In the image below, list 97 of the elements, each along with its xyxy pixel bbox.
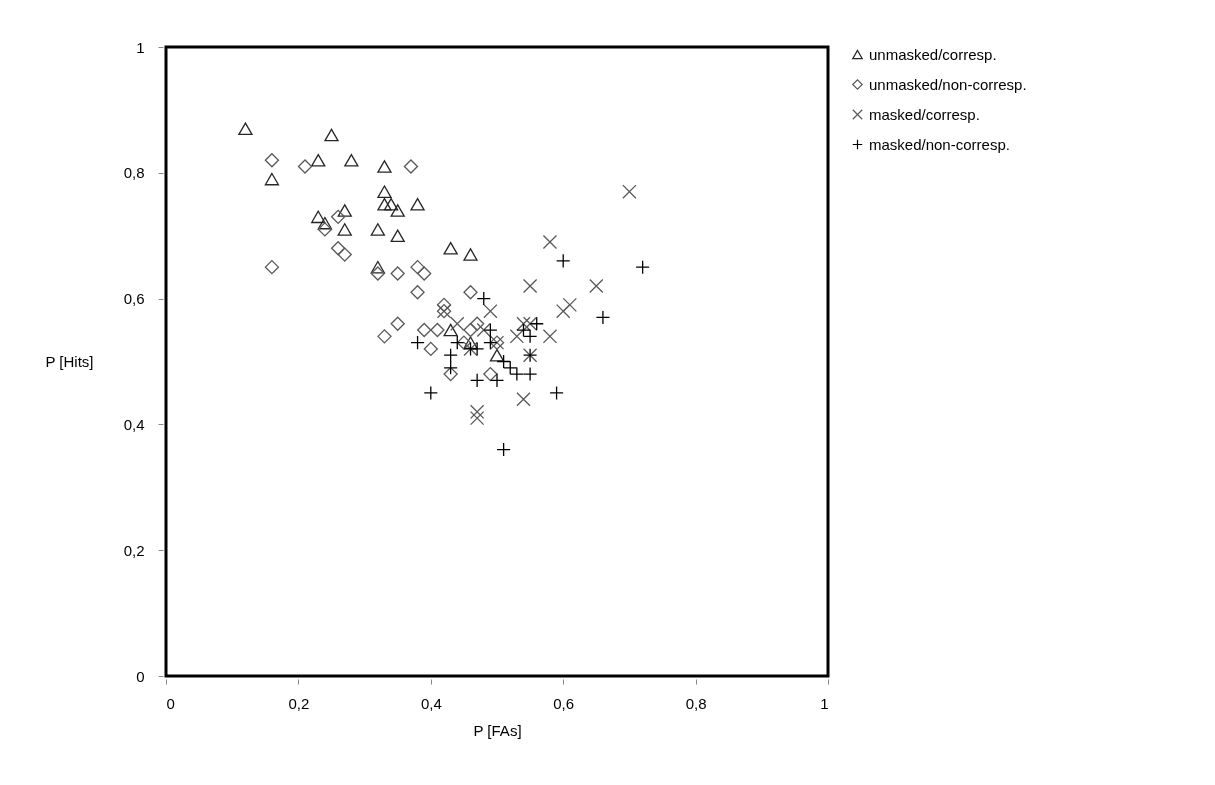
point xyxy=(337,247,352,262)
point xyxy=(417,322,432,338)
point xyxy=(377,197,392,211)
y-tick-label: 1 xyxy=(136,38,145,56)
x-tick-label: 0,2 xyxy=(288,694,310,712)
point xyxy=(370,223,386,236)
point xyxy=(489,373,505,388)
x-tick-label: 0 xyxy=(166,694,175,712)
point xyxy=(330,209,346,224)
legend-label: unmasked/non-corresp. xyxy=(869,75,1027,93)
x-tick-label: 0,4 xyxy=(420,694,442,712)
point xyxy=(377,160,392,173)
point xyxy=(403,159,419,174)
y-tick-label: 0,6 xyxy=(123,290,145,308)
point xyxy=(317,222,333,237)
x-tick-label: 0,8 xyxy=(685,694,707,712)
point xyxy=(529,316,544,331)
point xyxy=(476,322,491,338)
point xyxy=(443,348,458,363)
point xyxy=(522,316,538,331)
point xyxy=(264,153,280,168)
point xyxy=(264,259,280,275)
y-tick-label: 0,8 xyxy=(123,164,145,182)
point xyxy=(377,329,392,344)
point xyxy=(476,291,491,306)
point xyxy=(556,304,571,319)
point xyxy=(377,185,392,198)
point xyxy=(324,128,339,142)
point xyxy=(423,341,438,357)
point xyxy=(410,285,425,300)
x-tick-label: 0,6 xyxy=(553,694,575,712)
point xyxy=(390,204,405,217)
point xyxy=(463,285,478,300)
point xyxy=(430,322,445,338)
y-tick-label: 0 xyxy=(136,667,145,685)
point xyxy=(542,329,558,344)
point xyxy=(622,184,637,199)
y-axis-title: P [Hits] xyxy=(45,352,94,370)
point xyxy=(443,241,458,255)
x-tick-label: 1 xyxy=(820,694,829,712)
point xyxy=(469,410,485,426)
point xyxy=(443,366,458,382)
point xyxy=(516,316,531,331)
point xyxy=(556,253,571,269)
point xyxy=(496,442,511,457)
point xyxy=(450,335,465,350)
legend-label: masked/non-corresp. xyxy=(869,135,1010,153)
point xyxy=(489,348,505,362)
point xyxy=(344,153,359,167)
point xyxy=(469,373,485,388)
point xyxy=(443,360,458,375)
y-tick-label: 0,2 xyxy=(123,541,145,559)
point xyxy=(317,216,333,230)
x-axis-title: P [FAs] xyxy=(473,721,522,739)
point xyxy=(549,385,564,401)
point xyxy=(469,404,485,419)
point xyxy=(635,259,650,275)
point xyxy=(410,259,425,275)
point xyxy=(311,210,326,224)
point xyxy=(522,366,538,382)
point xyxy=(238,122,253,136)
point xyxy=(390,266,405,281)
point xyxy=(443,323,458,337)
point xyxy=(463,322,478,338)
point xyxy=(522,278,538,294)
point xyxy=(390,229,405,242)
point xyxy=(410,197,425,211)
point xyxy=(383,197,399,211)
point xyxy=(456,335,472,350)
point xyxy=(469,316,485,331)
point xyxy=(463,248,478,261)
point xyxy=(589,278,604,294)
point xyxy=(483,322,498,338)
point xyxy=(509,329,525,344)
point xyxy=(370,260,386,274)
point xyxy=(410,335,425,350)
point xyxy=(516,392,531,407)
point xyxy=(450,316,465,331)
point xyxy=(390,316,405,331)
point xyxy=(264,172,280,186)
point xyxy=(562,297,577,313)
legend-label: unmasked/corresp. xyxy=(869,45,997,63)
legend-label: masked/corresp. xyxy=(869,105,980,123)
point xyxy=(311,153,326,167)
point xyxy=(417,266,432,281)
point xyxy=(595,310,611,325)
point xyxy=(297,159,313,174)
point xyxy=(423,385,438,401)
point xyxy=(483,366,498,382)
point xyxy=(542,234,558,250)
point xyxy=(337,223,352,236)
point xyxy=(370,266,386,281)
y-tick-label: 0,4 xyxy=(123,415,145,433)
point xyxy=(330,241,346,256)
point xyxy=(483,304,498,319)
point xyxy=(483,335,498,350)
point xyxy=(337,204,352,217)
